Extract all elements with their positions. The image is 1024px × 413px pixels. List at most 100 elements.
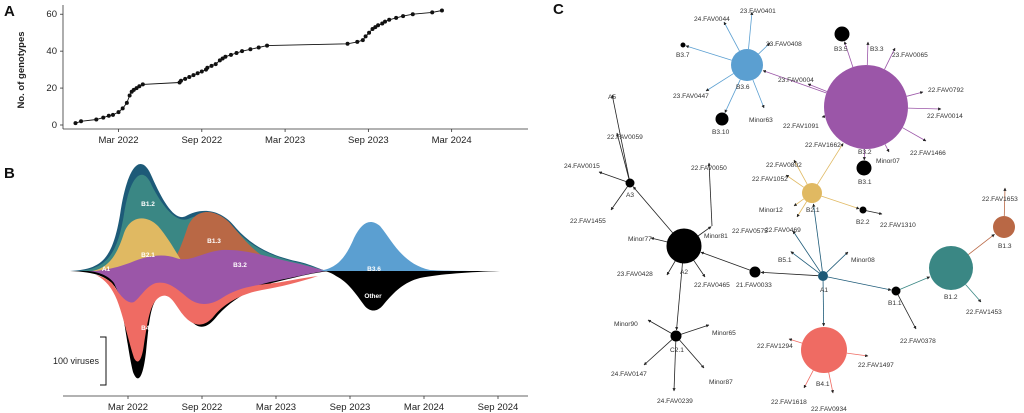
genotype-point bbox=[183, 76, 188, 81]
network-leaf-edge bbox=[647, 319, 672, 334]
genotype-point bbox=[94, 117, 99, 122]
network-leaf-edge bbox=[788, 338, 803, 344]
leaf-label: Minor07 bbox=[876, 158, 900, 165]
genotype-point bbox=[367, 30, 372, 35]
network-edge bbox=[822, 280, 826, 327]
network-leaf-edge bbox=[650, 237, 668, 243]
genotype-point bbox=[223, 54, 228, 59]
genotype-point bbox=[209, 63, 214, 68]
genotype-point bbox=[363, 34, 368, 39]
node-b3-5 bbox=[834, 26, 850, 42]
genotype-point bbox=[401, 14, 406, 19]
leaf-label: 22.FAV1466 bbox=[910, 150, 946, 157]
leaf-label: 22.FAV0014 bbox=[927, 113, 963, 120]
x-tick-label: Sep 2024 bbox=[478, 402, 519, 413]
node-a3 bbox=[625, 178, 635, 188]
x-tick-label: Sep 2023 bbox=[348, 135, 389, 146]
network-leaf-edge bbox=[748, 11, 754, 50]
y-tick-label: 40 bbox=[46, 46, 57, 57]
leaf-label: Minor90 bbox=[614, 321, 638, 328]
network-edge bbox=[760, 270, 819, 277]
node-b4-1 bbox=[801, 327, 847, 373]
leaf-label: 24.FAV0147 bbox=[611, 371, 647, 378]
network-leaf-edge bbox=[828, 372, 834, 394]
leaf-label: 22.FAV1310 bbox=[880, 222, 916, 229]
genotype-point bbox=[228, 52, 233, 57]
leaf-label: B3.3 bbox=[870, 46, 884, 53]
y-tick-label: 20 bbox=[46, 83, 57, 94]
node-b3-2 bbox=[824, 65, 908, 149]
network-leaf-edge bbox=[796, 201, 808, 218]
stream-b3-2 bbox=[96, 249, 332, 271]
leaf-label: 22.FAV1294 bbox=[757, 343, 793, 350]
node-b3-10 bbox=[715, 112, 729, 126]
leaf-label: 22.FAV1618 bbox=[771, 399, 807, 406]
leaf-label: 22.FAV0378 bbox=[900, 338, 936, 345]
node-label: B3.2 bbox=[858, 149, 872, 156]
network-leaf-edge bbox=[693, 259, 706, 278]
stream-label-b3-2: B3.2 bbox=[233, 262, 247, 269]
y-tick-label: 60 bbox=[46, 9, 57, 20]
network-leaf-edge bbox=[884, 144, 890, 153]
network-leaf-edge bbox=[678, 339, 705, 369]
stream-label-b3-6: B3.6 bbox=[367, 266, 381, 273]
genotype-point bbox=[387, 17, 392, 22]
leaf-label: 23.FAV0004 bbox=[778, 77, 814, 84]
node-label: B1.2 bbox=[944, 294, 958, 301]
genotype-point bbox=[376, 23, 381, 28]
node-label: A5 bbox=[608, 94, 616, 101]
network-leaf-edge bbox=[897, 294, 917, 330]
network-leaf-edge bbox=[907, 107, 942, 111]
network-leaf-edge bbox=[723, 21, 740, 52]
genotype-point bbox=[355, 39, 360, 44]
network-leaf-edge bbox=[821, 114, 826, 118]
leaf-label: Minor63 bbox=[749, 117, 773, 124]
node-label: A1 bbox=[820, 287, 828, 294]
leaf-label: 23.FAV0408 bbox=[766, 41, 802, 48]
network-edge bbox=[700, 251, 751, 271]
leaf-label: 22.FAV1052 bbox=[752, 176, 788, 183]
leaf-label: 22.FAV0934 bbox=[811, 406, 847, 413]
leaf-label: Minor65 bbox=[712, 330, 736, 337]
leaf-label: 22.FAV0465 bbox=[694, 282, 730, 289]
x-tick-label: Mar 2023 bbox=[265, 135, 305, 146]
leaf-label: 22.FAV1662 bbox=[805, 142, 841, 149]
genotype-point bbox=[213, 62, 218, 67]
network-leaf-edge bbox=[1003, 187, 1007, 217]
panel-label-a: A bbox=[4, 3, 15, 20]
genotype-point bbox=[205, 65, 210, 70]
leaf-label: Minor08 bbox=[851, 257, 875, 264]
genotype-point bbox=[256, 45, 261, 50]
stream-b3-2-lower bbox=[88, 271, 325, 310]
node-label: A3 bbox=[626, 192, 634, 199]
network-leaf-edge bbox=[793, 159, 808, 185]
genotype-point bbox=[265, 43, 270, 48]
network-leaf-edge bbox=[643, 339, 673, 366]
stream-label-a1: A1 bbox=[102, 266, 111, 273]
network-leaf-edge bbox=[792, 230, 821, 273]
leaf-label: 22.FAV1497 bbox=[858, 362, 894, 369]
genotype-series-line bbox=[75, 10, 442, 124]
x-tick-label: Mar 2022 bbox=[108, 402, 148, 413]
genotype-point bbox=[187, 75, 192, 79]
network-leaf-edge bbox=[785, 174, 805, 188]
network-leaf-edge bbox=[807, 83, 828, 92]
node-label: B3.5 bbox=[834, 46, 848, 53]
leaf-label: 23.FAV0401 bbox=[740, 8, 776, 15]
leaf-label: Minor77 bbox=[628, 236, 652, 243]
leaf-label: 23.FAV0065 bbox=[892, 52, 928, 59]
node-label: B2.1 bbox=[806, 207, 820, 214]
node-b1-2 bbox=[929, 246, 973, 290]
network-edge bbox=[697, 226, 712, 237]
network-leaf-edge bbox=[610, 186, 629, 211]
x-tick-label: Mar 2022 bbox=[98, 135, 138, 146]
genotype-point bbox=[73, 121, 78, 126]
network-edge bbox=[968, 234, 995, 255]
network-leaf-edge bbox=[826, 251, 849, 273]
genotype-point bbox=[178, 78, 183, 83]
stream-other-2 bbox=[325, 271, 500, 311]
node-label: B3.1 bbox=[858, 179, 872, 186]
network-leaf-edge bbox=[707, 162, 713, 227]
network-edge bbox=[632, 186, 674, 234]
